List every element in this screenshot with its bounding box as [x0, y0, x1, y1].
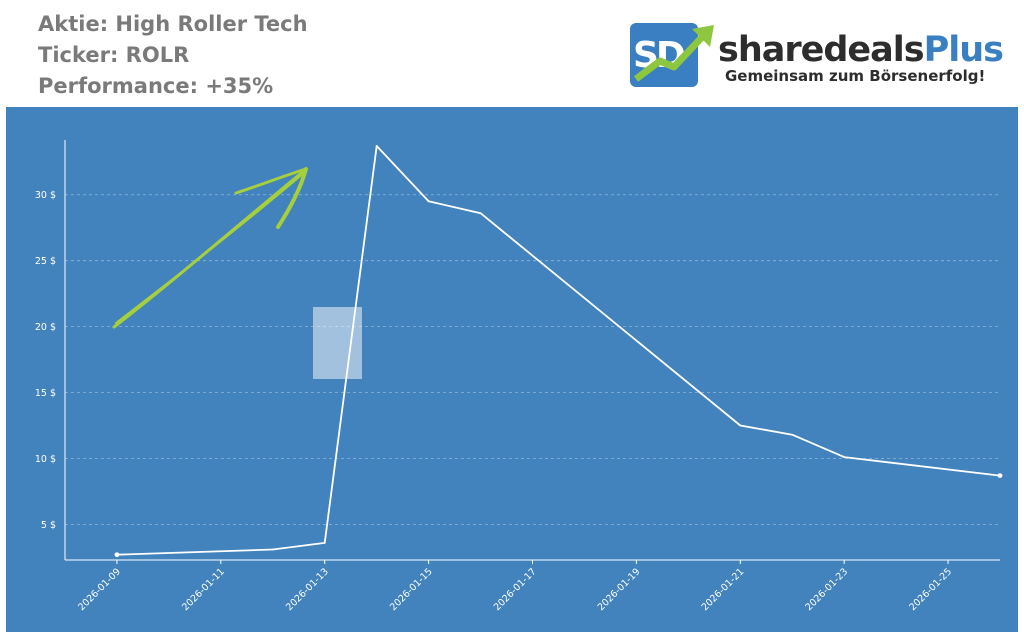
data-point — [114, 552, 120, 558]
data-point — [271, 548, 274, 551]
logo-brand-plus: Plus — [923, 30, 1004, 70]
data-point — [375, 145, 378, 147]
sharedealsplus-logo[interactable]: SD sharedealsPlus Gemeinsam zum Börsener… — [630, 20, 1004, 92]
chart-area: 5 $ 10 $ 15 $ 20 $ 25 $ 30 $ 2026-01-09 2026-01… — [6, 107, 1018, 632]
y-tick-label: 20 $ — [35, 322, 56, 333]
data-point — [323, 541, 326, 544]
logo-icon-text: SD — [633, 35, 686, 76]
x-tick-label: 2026-01-17 — [492, 566, 539, 613]
data-point — [427, 200, 430, 203]
annotation-arrow-stroke — [115, 172, 305, 324]
x-tick-label: 2026-01-11 — [180, 566, 227, 613]
data-point — [843, 456, 846, 459]
header: Aktie: High Roller Tech Ticker: ROLR Per… — [0, 0, 1024, 106]
x-tick-label: 2026-01-23 — [803, 566, 850, 613]
logo-tagline: Gemeinsam zum Börsenerfolg! — [725, 67, 986, 85]
ticker-label: Ticker: ROLR — [38, 43, 190, 67]
annotation-arrow-head-bottom — [276, 167, 308, 229]
x-tick-label: 2026-01-25 — [907, 566, 954, 613]
logo-brand: sharedealsPlus — [718, 30, 1004, 70]
x-tick-label: 2026-01-09 — [76, 566, 123, 613]
y-tick-label: 5 $ — [41, 520, 56, 531]
price-chart: 5 $ 10 $ 15 $ 20 $ 25 $ 30 $ 2026-01-09 2026-01… — [35, 140, 1003, 613]
y-tick-label: 30 $ — [35, 190, 56, 201]
logo-icon: SD — [630, 23, 714, 87]
stock-name-label: Aktie: High Roller Tech — [38, 12, 308, 36]
x-tick-label: 2026-01-21 — [700, 566, 747, 613]
data-point — [997, 473, 1003, 479]
x-tick-label: 2026-01-19 — [596, 566, 643, 613]
data-point — [791, 433, 794, 436]
y-tick-label: 15 $ — [35, 388, 56, 399]
logo-arrow-icon — [633, 25, 714, 82]
annotation-arrow-head-top — [234, 167, 308, 195]
y-tick-label: 10 $ — [35, 454, 56, 465]
data-point — [479, 212, 482, 215]
x-tick-label: 2026-01-15 — [388, 566, 435, 613]
price-line — [116, 145, 1001, 556]
performance-label: Performance: +35% — [38, 74, 274, 98]
logo-brand-main: sharedeals — [718, 30, 925, 70]
x-tick-label: 2026-01-13 — [284, 566, 331, 613]
data-point — [739, 424, 742, 427]
y-tick-label: 25 $ — [35, 256, 56, 267]
